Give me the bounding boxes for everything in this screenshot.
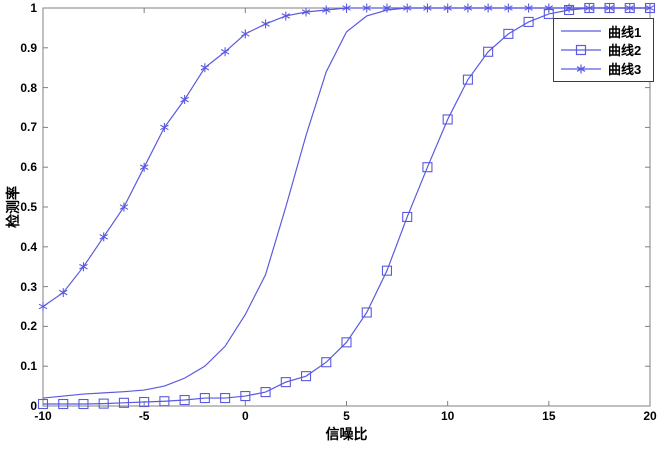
asterisk-marker-line-sample-icon — [561, 64, 601, 74]
square-marker — [199, 392, 210, 404]
square-marker — [37, 398, 49, 410]
legend-entry: 曲线3 — [558, 60, 649, 78]
series-2-line — [43, 7, 650, 405]
asterisk-marker — [504, 3, 513, 13]
asterisk-marker — [382, 3, 392, 13]
y-tick-label: 1 — [30, 1, 37, 15]
square-marker — [280, 377, 291, 388]
legend-label: 曲线1 — [608, 24, 642, 40]
legend-label: 曲线2 — [608, 43, 642, 59]
square-marker — [159, 396, 170, 407]
square-marker — [220, 392, 231, 404]
line-sample-icon — [561, 30, 601, 32]
square-marker — [58, 398, 69, 410]
asterisk-marker — [645, 3, 655, 13]
asterisk-marker — [564, 3, 574, 13]
y-tick-label: 0.6 — [20, 160, 37, 175]
square-marker — [361, 307, 372, 318]
square-marker — [98, 398, 109, 409]
y-tick-label: 0.8 — [20, 80, 37, 95]
x-tick-label: 10 — [440, 409, 455, 423]
square-marker — [523, 16, 534, 27]
x-axis-label: 信噪比 — [325, 426, 368, 442]
asterisk-marker — [220, 47, 230, 57]
legend: 曲线1 曲线2 曲线3 — [553, 18, 654, 82]
asterisk-marker — [281, 11, 291, 21]
y-tick-label: 0.7 — [20, 120, 37, 135]
x-tick-label: 0 — [241, 409, 249, 423]
asterisk-marker — [79, 262, 88, 272]
asterisk-marker — [463, 3, 473, 13]
square-marker — [78, 398, 89, 410]
square-marker — [321, 357, 332, 368]
legend-entry: 曲线1 — [558, 22, 649, 40]
square-marker — [300, 371, 312, 382]
asterisk-marker — [605, 3, 614, 13]
asterisk-marker — [180, 95, 189, 105]
asterisk-marker — [99, 232, 108, 242]
y-tick-label: 0.5 — [20, 200, 37, 214]
square-marker — [139, 396, 150, 408]
square-marker — [503, 28, 514, 39]
square-marker — [179, 394, 190, 406]
asterisk-marker — [443, 3, 452, 13]
asterisk-marker — [483, 3, 493, 13]
asterisk-marker — [342, 3, 351, 13]
asterisk-marker — [321, 5, 331, 15]
y-tick-label: 0.4 — [20, 239, 37, 254]
square-marker — [422, 162, 433, 173]
series-2 — [37, 2, 656, 410]
asterisk-marker — [160, 122, 169, 132]
asterisk-marker — [362, 3, 372, 13]
square-marker — [240, 390, 251, 402]
square-marker — [483, 46, 494, 57]
asterisk-marker — [38, 302, 48, 311]
asterisk-marker — [544, 3, 554, 13]
y-tick-label: 0.1 — [20, 359, 37, 374]
x-tick-label: -5 — [138, 409, 150, 423]
y-tick-label: 0.9 — [20, 40, 37, 55]
square-marker — [442, 114, 453, 125]
legend-label: 曲线3 — [608, 62, 642, 78]
square-marker-line-sample-icon — [561, 44, 601, 56]
asterisk-marker — [139, 162, 149, 172]
square-marker — [260, 387, 271, 398]
x-tick-label: 15 — [542, 409, 556, 423]
square-marker — [402, 211, 413, 222]
x-tick-label: -10 — [34, 409, 52, 423]
asterisk-marker — [119, 202, 129, 212]
square-marker — [118, 397, 129, 408]
asterisk-marker — [58, 288, 68, 298]
legend-entry: 曲线2 — [558, 41, 649, 59]
asterisk-marker — [200, 63, 210, 73]
x-tick-label: 20 — [643, 409, 657, 423]
asterisk-marker — [241, 29, 250, 39]
y-tick-label: 0.2 — [20, 319, 37, 334]
x-tick-label: 5 — [343, 409, 350, 423]
square-marker — [381, 265, 393, 276]
y-tick-label: 0 — [30, 399, 37, 413]
square-marker — [341, 337, 352, 348]
asterisk-marker — [402, 3, 412, 13]
asterisk-marker — [585, 3, 594, 13]
asterisk-marker — [625, 3, 635, 13]
asterisk-marker — [524, 3, 533, 13]
square-marker — [462, 74, 473, 85]
asterisk-marker — [261, 19, 270, 29]
asterisk-marker — [423, 3, 432, 13]
y-tick-label: 0.3 — [20, 279, 37, 294]
asterisk-marker — [301, 7, 311, 17]
series-3 — [38, 3, 655, 311]
